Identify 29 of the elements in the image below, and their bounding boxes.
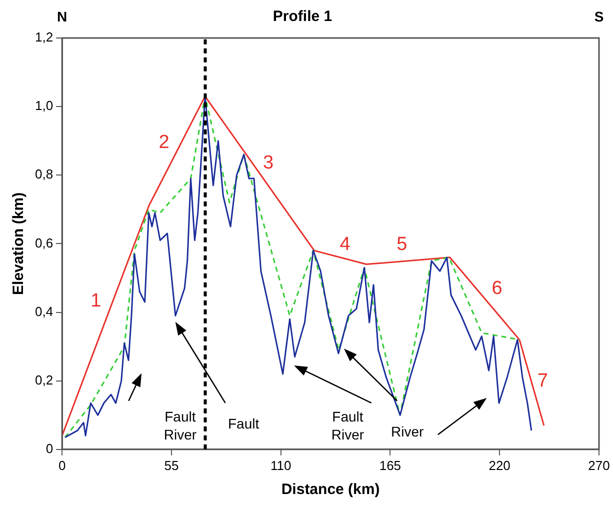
y-tick-label: 0: [46, 440, 54, 456]
y-tick-label: 0,6: [34, 235, 54, 250]
annotation: Fault: [228, 416, 260, 432]
text: S: [594, 8, 604, 24]
y-axis-title: Elevation (km): [10, 192, 28, 295]
chart-title: Profile 1: [272, 8, 332, 26]
annotation: 6: [492, 278, 502, 300]
x-tick-label: 110: [270, 458, 292, 473]
y-tick-label: 1,0: [34, 98, 54, 114]
x-tick-label: 220: [488, 458, 510, 473]
y-tick-label: 0,2: [34, 372, 54, 388]
y-tick-label: 0,4: [34, 304, 54, 319]
x-tick-label: 0: [58, 458, 66, 473]
annotation: 7: [537, 370, 548, 392]
x-axis-title: Distance (km): [281, 481, 380, 498]
annotation: 1: [90, 290, 102, 312]
annotation: River: [390, 423, 424, 440]
x-tick-label: 55: [164, 458, 179, 473]
annotation: 2: [158, 132, 170, 154]
y-tick-label: 0,8: [34, 166, 54, 182]
annotation: Fault River: [164, 408, 197, 443]
text: N: [57, 8, 68, 24]
annotation: 5: [396, 234, 408, 255]
x-tick-label: 270: [588, 458, 610, 473]
annotation: Fault River: [331, 408, 364, 443]
x-tick-label: 165: [379, 458, 402, 473]
y-tick-label: 1,2: [34, 30, 54, 45]
annotation: 3: [262, 152, 274, 174]
annotation: 4: [340, 234, 351, 255]
